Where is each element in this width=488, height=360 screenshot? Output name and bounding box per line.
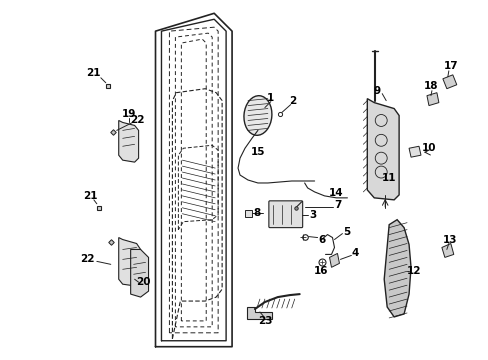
Polygon shape [441, 243, 453, 257]
Text: 11: 11 [381, 173, 396, 183]
Text: 21: 21 [86, 68, 101, 78]
Text: 9: 9 [373, 86, 380, 96]
Text: 13: 13 [442, 234, 456, 244]
Text: 10: 10 [421, 143, 435, 153]
Text: 21: 21 [82, 191, 97, 201]
Polygon shape [119, 121, 138, 162]
Polygon shape [244, 210, 251, 217]
Text: 2: 2 [288, 96, 296, 105]
Text: 20: 20 [136, 277, 150, 287]
Polygon shape [384, 220, 410, 317]
Polygon shape [329, 253, 339, 267]
Text: 15: 15 [250, 147, 264, 157]
Text: 4: 4 [351, 248, 358, 258]
Text: 22: 22 [80, 255, 94, 264]
Text: 18: 18 [423, 81, 437, 91]
FancyBboxPatch shape [268, 201, 302, 228]
Text: 6: 6 [317, 234, 325, 244]
Text: 22: 22 [130, 116, 144, 126]
Polygon shape [366, 99, 398, 200]
Text: 8: 8 [253, 208, 260, 218]
Text: 19: 19 [121, 108, 136, 118]
Text: 7: 7 [333, 200, 341, 210]
Text: 16: 16 [314, 266, 328, 276]
Text: 14: 14 [328, 188, 343, 198]
Text: 17: 17 [443, 61, 457, 71]
Text: 3: 3 [308, 210, 316, 220]
Text: 23: 23 [257, 316, 272, 326]
Text: 1: 1 [266, 93, 274, 103]
Polygon shape [130, 249, 148, 297]
Text: 5: 5 [342, 226, 349, 237]
Polygon shape [119, 238, 141, 286]
Polygon shape [408, 146, 420, 157]
Text: 12: 12 [406, 266, 421, 276]
Polygon shape [246, 307, 271, 319]
Polygon shape [442, 75, 456, 89]
Polygon shape [426, 93, 438, 105]
Ellipse shape [244, 96, 271, 135]
